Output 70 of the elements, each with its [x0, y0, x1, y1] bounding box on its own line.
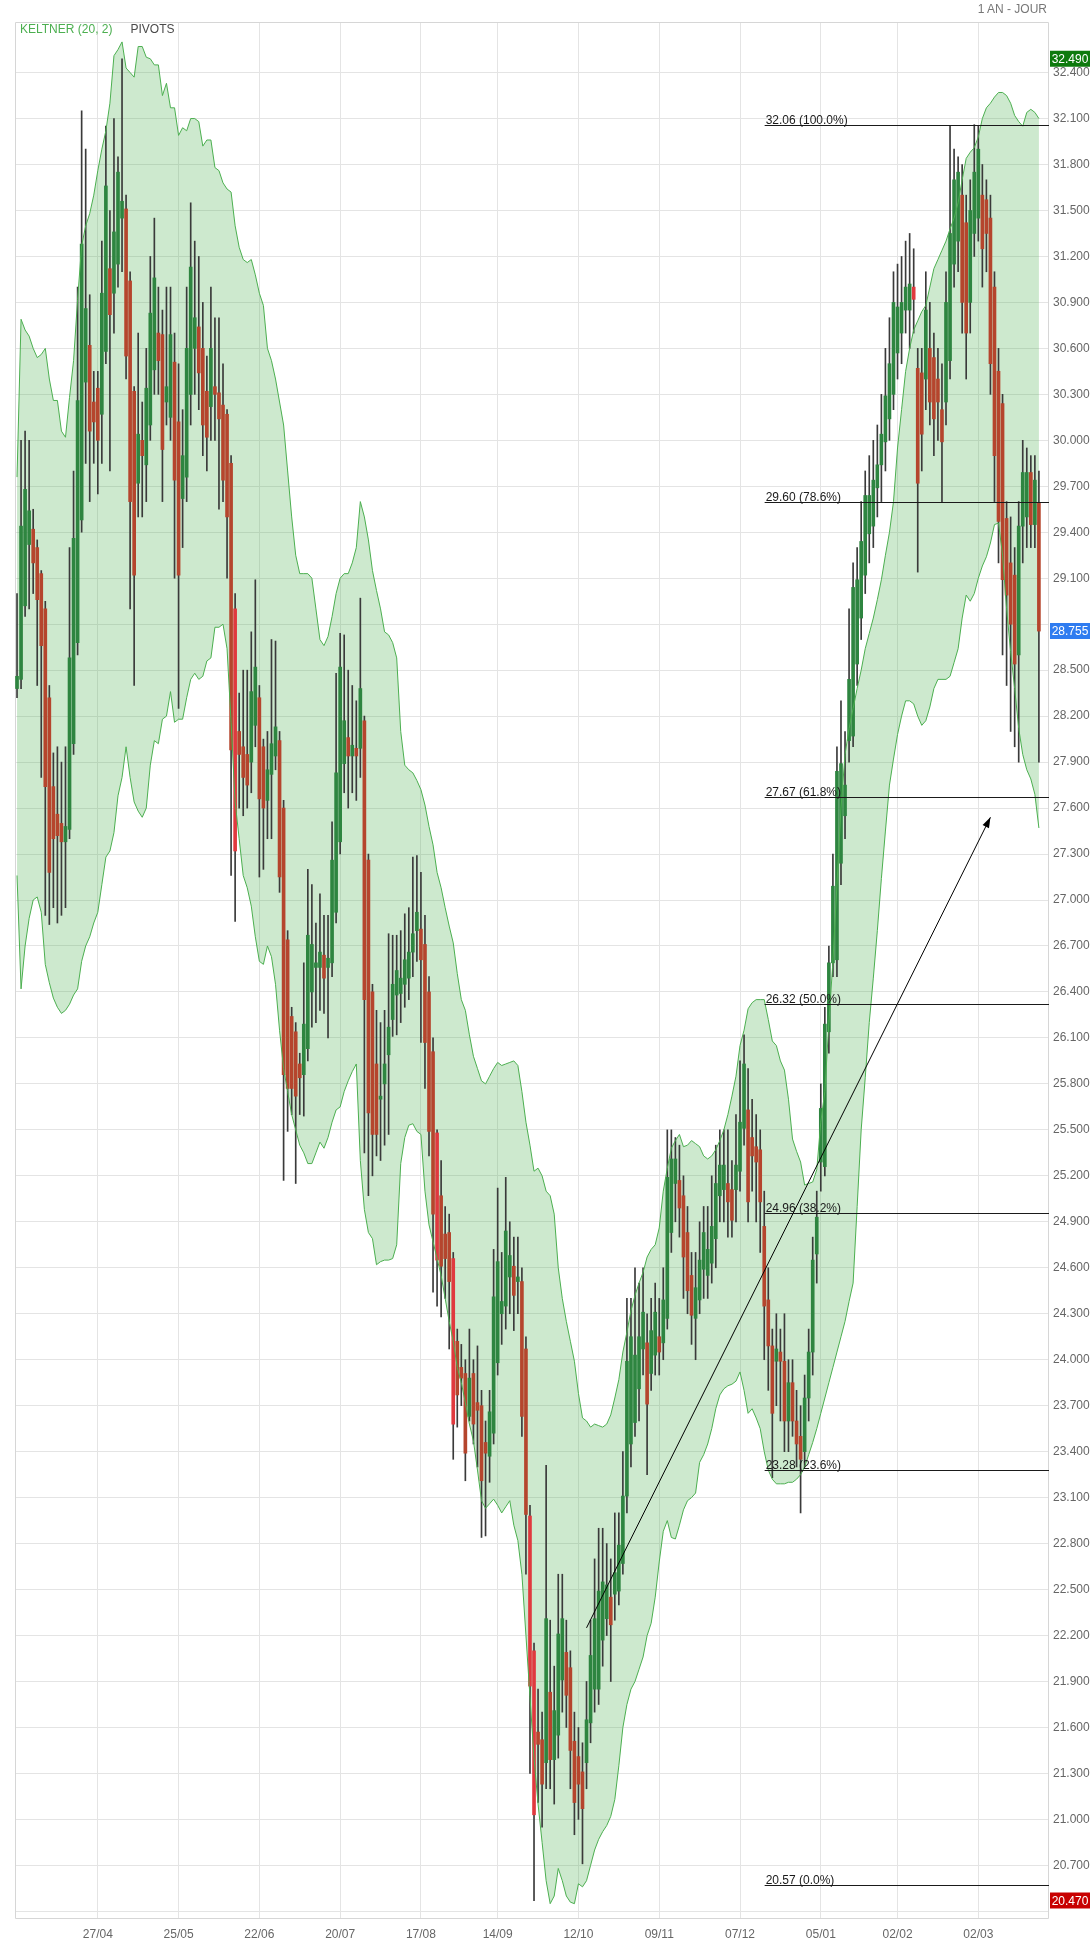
y-tick-label: 26.100	[1053, 1030, 1090, 1045]
x-tick-label: 05/01	[805, 1926, 837, 1941]
ref-line-label: 29.60 (78.6%)	[765, 489, 842, 504]
y-tick-label: 23.400	[1053, 1443, 1090, 1458]
y-tick-label: 24.300	[1053, 1306, 1090, 1321]
candlestick	[394, 934, 399, 1036]
x-tick-label: 22/06	[244, 1926, 275, 1941]
y-tick-label: 23.100	[1053, 1489, 1090, 1504]
y-tick-label: 31.500	[1053, 202, 1090, 217]
x-tick-label: 27/04	[82, 1926, 114, 1941]
annotation: 20.470	[1051, 1893, 1089, 1908]
y-tick-label: 22.200	[1053, 1627, 1090, 1642]
y-tick-label: 24.900	[1053, 1214, 1090, 1229]
y-tick-label: 22.500	[1053, 1581, 1090, 1596]
y-tick-label: 27.300	[1053, 846, 1090, 861]
y-tick-label: 29.400	[1053, 524, 1090, 539]
y-tick-label: 23.700	[1053, 1397, 1090, 1412]
y-tick-label: 31.200	[1053, 248, 1090, 263]
y-tick-label: 26.700	[1053, 938, 1090, 953]
y-tick-label: 27.600	[1053, 800, 1090, 815]
y-tick-label: 28.500	[1053, 662, 1090, 677]
candlestick	[27, 439, 31, 610]
candlestick	[346, 669, 351, 809]
candlestick	[354, 700, 359, 801]
ref-line-label: 32.06 (100.0%)	[765, 112, 848, 127]
y-tick-label: 20.700	[1053, 1857, 1090, 1872]
candlestick	[140, 401, 145, 518]
y-tick-label: 30.300	[1053, 386, 1090, 401]
x-tick-label: 14/09	[482, 1926, 514, 1941]
y-tick-label: 28.200	[1053, 708, 1090, 723]
candlestick	[314, 922, 318, 1023]
x-tick-label: 25/05	[163, 1926, 194, 1941]
x-tick-label: 07/12	[725, 1926, 756, 1941]
y-tick-label: 30.600	[1053, 340, 1090, 355]
y-tick-label: 25.500	[1053, 1122, 1090, 1137]
y-tick-label: 21.000	[1053, 1811, 1090, 1826]
y-tick-label: 30.900	[1053, 294, 1090, 309]
annotation: PIVOTS	[130, 22, 175, 37]
y-tick-label: 30.000	[1053, 432, 1090, 447]
x-tick-label: 12/10	[563, 1926, 594, 1941]
y-tick-label: 25.200	[1053, 1168, 1090, 1183]
y-tick-label: 25.800	[1053, 1076, 1090, 1091]
y-tick-label: 24.000	[1053, 1352, 1090, 1367]
y-tick-label: 27.900	[1053, 754, 1090, 769]
x-tick-label: 09/11	[644, 1926, 675, 1941]
x-tick-label: 02/02	[882, 1926, 913, 1941]
y-tick-label: 29.100	[1053, 570, 1090, 585]
annotation: 28.755	[1051, 624, 1089, 639]
y-tick-label: 27.000	[1053, 892, 1090, 907]
y-tick-label: 24.600	[1053, 1260, 1090, 1275]
y-tick-label: 21.600	[1053, 1719, 1090, 1734]
x-tick-label: 02/03	[963, 1926, 994, 1941]
y-tick-label: 26.400	[1053, 984, 1090, 999]
series-label: KELTNER (20, 2)	[20, 22, 113, 37]
y-tick-label: 31.800	[1053, 156, 1090, 171]
candlestick	[726, 1129, 730, 1238]
annotation: 32.490	[1051, 52, 1089, 67]
candlestick	[217, 317, 221, 510]
y-tick-label: 21.900	[1053, 1673, 1090, 1688]
y-tick-label: 32.400	[1053, 64, 1090, 79]
candlestick	[241, 669, 246, 817]
candlestick	[911, 248, 916, 334]
chart-subtitle: 1 AN - JOUR	[977, 2, 1048, 17]
x-tick-label: 17/08	[405, 1926, 437, 1941]
y-tick-label: 29.700	[1053, 478, 1090, 493]
ref-line-label: 20.57 (0.0%)	[765, 1872, 835, 1887]
y-tick-label: 21.300	[1053, 1765, 1090, 1780]
y-tick-label: 22.800	[1053, 1535, 1090, 1550]
x-tick-label: 20/07	[325, 1926, 356, 1941]
y-tick-label: 32.100	[1053, 110, 1090, 125]
